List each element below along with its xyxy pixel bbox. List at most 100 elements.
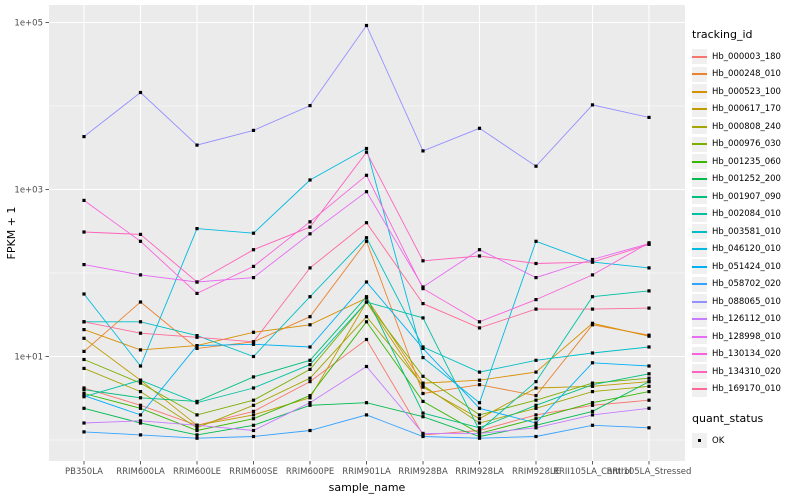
legend-line-swatch <box>692 178 707 181</box>
data-point <box>647 242 651 246</box>
legend-line-swatch <box>692 370 707 373</box>
data-point <box>477 326 482 330</box>
data-point <box>308 225 312 229</box>
data-point <box>477 254 482 258</box>
legend-line-swatch <box>692 248 707 251</box>
data-point <box>534 386 538 390</box>
data-point <box>308 178 312 182</box>
data-point <box>590 321 595 325</box>
data-point <box>82 430 86 434</box>
data-point <box>308 401 312 405</box>
data-point <box>647 345 651 349</box>
legend-title-quant-status: quant_status <box>692 412 764 425</box>
data-point <box>138 396 143 400</box>
legend-key <box>692 189 707 205</box>
legend-key <box>692 433 707 449</box>
data-point <box>251 409 256 413</box>
data-point <box>251 403 256 407</box>
data-point <box>534 394 538 398</box>
data-point <box>251 386 256 390</box>
legend-line-swatch <box>692 265 707 268</box>
data-point <box>477 426 482 430</box>
data-point <box>647 266 651 270</box>
data-point <box>308 323 312 327</box>
data-point <box>647 334 651 338</box>
data-point <box>364 23 369 28</box>
legend-label: Hb_000617_170 <box>712 104 781 115</box>
data-point <box>477 421 482 425</box>
legend-item: Hb_134310_020 <box>692 363 800 381</box>
data-point <box>477 436 482 440</box>
data-point <box>534 276 538 280</box>
data-point <box>364 320 369 324</box>
data-point <box>251 417 256 421</box>
legend-item: Hb_000003_180 <box>692 48 800 66</box>
legend-label: Hb_169170_010 <box>712 384 781 395</box>
data-point <box>364 173 369 177</box>
data-point <box>364 190 369 194</box>
legend-key <box>692 206 707 222</box>
data-point <box>308 363 312 367</box>
legend: tracking_id Hb_000003_180 Hb_000248_010 Hb… <box>692 28 800 450</box>
data-point <box>138 239 143 243</box>
data-point <box>364 300 369 304</box>
legend-label: Hb_051424_010 <box>712 261 781 272</box>
data-point <box>421 287 425 291</box>
data-point <box>138 232 143 236</box>
legend-label: Hb_003581_010 <box>712 226 781 237</box>
data-point <box>534 434 538 439</box>
legend-key <box>692 154 707 170</box>
legend-label: Hb_000976_030 <box>712 139 781 150</box>
data-point <box>82 328 86 332</box>
data-point <box>477 417 482 421</box>
legend-line-swatch <box>692 283 707 286</box>
legend-item: Hb_126112_010 <box>692 311 800 329</box>
legend-item: Hb_001252_200 <box>692 171 800 189</box>
legend-line-swatch <box>692 230 707 233</box>
legend-key <box>692 259 707 275</box>
data-point <box>590 383 595 387</box>
data-point <box>138 300 143 304</box>
data-point <box>647 306 651 310</box>
legend-label: Hb_002084_010 <box>712 209 781 220</box>
data-point <box>138 403 143 407</box>
data-point <box>421 374 425 378</box>
legend-key <box>692 66 707 82</box>
legend-line-swatch <box>692 388 707 391</box>
data-point <box>421 259 425 263</box>
data-point <box>138 348 143 352</box>
data-point <box>421 383 425 388</box>
data-point <box>477 413 482 417</box>
data-point <box>421 149 425 153</box>
legend-key <box>692 224 707 240</box>
legend-label: Hb_134310_020 <box>712 366 781 377</box>
legend-line-swatch <box>692 318 707 321</box>
data-point <box>195 413 199 417</box>
data-point <box>364 315 369 319</box>
data-point <box>195 423 199 427</box>
legend-label: Hb_046120_010 <box>712 244 781 255</box>
data-point <box>590 413 595 417</box>
x-tick-label: RRII105LA_Stressed <box>607 467 692 477</box>
data-point <box>195 401 199 405</box>
data-point <box>477 320 482 324</box>
data-point <box>647 115 651 119</box>
data-point <box>477 370 482 374</box>
data-point <box>251 423 256 427</box>
legend-item: Hb_000523_100 <box>692 83 800 101</box>
data-point <box>534 421 538 425</box>
data-point <box>138 433 143 437</box>
data-point <box>308 345 312 349</box>
legend-line-swatch <box>692 213 707 216</box>
quant-legend-item: OK <box>692 432 800 450</box>
data-point <box>308 358 312 362</box>
data-point <box>477 406 482 410</box>
legend-label: Hb_001235_060 <box>712 156 781 167</box>
data-point <box>138 406 143 410</box>
y-axis-title: FPKM + 1 <box>5 206 18 260</box>
legend-line-swatch <box>692 125 707 128</box>
data-point <box>251 231 256 235</box>
x-tick-label: RRIM600SE <box>229 467 278 477</box>
data-point <box>647 426 651 430</box>
legend-key <box>692 49 707 65</box>
